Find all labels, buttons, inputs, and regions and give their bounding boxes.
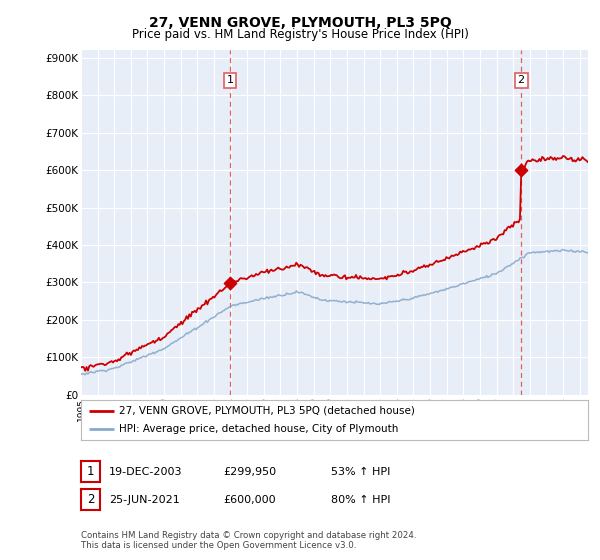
Text: 80% ↑ HPI: 80% ↑ HPI: [331, 494, 391, 505]
Text: 1: 1: [87, 465, 94, 478]
Text: Price paid vs. HM Land Registry's House Price Index (HPI): Price paid vs. HM Land Registry's House …: [131, 28, 469, 41]
Text: Contains HM Land Registry data © Crown copyright and database right 2024.
This d: Contains HM Land Registry data © Crown c…: [81, 530, 416, 550]
Text: £299,950: £299,950: [223, 466, 277, 477]
Point: [226, 278, 235, 287]
Text: 27, VENN GROVE, PLYMOUTH, PL3 5PQ: 27, VENN GROVE, PLYMOUTH, PL3 5PQ: [149, 16, 451, 30]
Point: [517, 166, 526, 175]
Text: HPI: Average price, detached house, City of Plymouth: HPI: Average price, detached house, City…: [119, 424, 398, 434]
Text: 27, VENN GROVE, PLYMOUTH, PL3 5PQ (detached house): 27, VENN GROVE, PLYMOUTH, PL3 5PQ (detac…: [119, 406, 415, 416]
Text: 1: 1: [227, 76, 233, 85]
Text: 2: 2: [87, 493, 94, 506]
Text: 25-JUN-2021: 25-JUN-2021: [109, 494, 180, 505]
Text: 19-DEC-2003: 19-DEC-2003: [109, 466, 182, 477]
Text: 2: 2: [518, 76, 525, 85]
Text: £600,000: £600,000: [223, 494, 276, 505]
Text: 53% ↑ HPI: 53% ↑ HPI: [331, 466, 391, 477]
